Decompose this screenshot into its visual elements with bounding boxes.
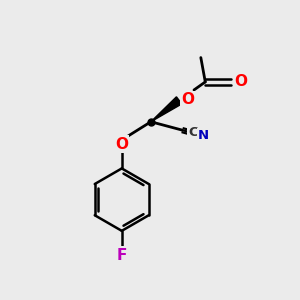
Text: C: C [188, 126, 198, 139]
Text: N: N [198, 129, 209, 142]
Text: O: O [234, 74, 247, 89]
Text: O: O [115, 136, 128, 152]
Polygon shape [151, 97, 182, 122]
Text: F: F [117, 248, 127, 263]
Text: O: O [181, 92, 194, 107]
